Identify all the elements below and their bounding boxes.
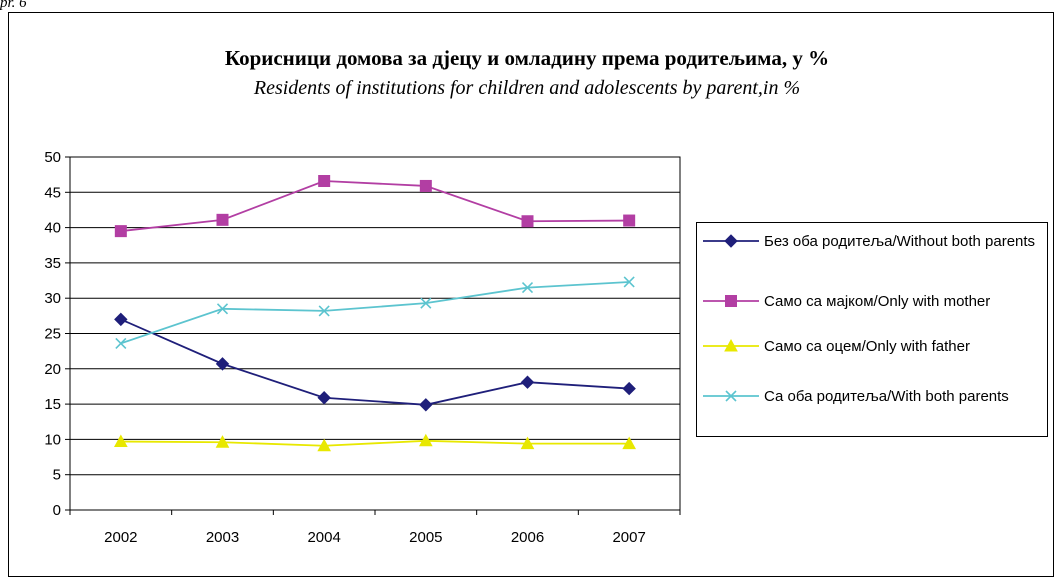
data-point [419, 179, 432, 192]
series-4 [115, 276, 635, 349]
legend-label: Само са мајком/Only with mother [764, 293, 991, 310]
legend-swatch [703, 338, 759, 352]
legend-marker [724, 338, 738, 352]
data-point [520, 436, 535, 450]
x-tick-label: 2007 [612, 529, 645, 546]
data-point [623, 276, 635, 288]
y-tick-label: 40 [44, 220, 61, 237]
y-tick-label: 5 [53, 467, 61, 484]
data-point [216, 213, 229, 226]
gridlines [70, 156, 680, 476]
series-line [120, 281, 630, 345]
legend-label: Са оба родитеља/With both parents [764, 388, 1009, 405]
marker-stroke [318, 305, 330, 317]
legend-marker [724, 234, 738, 248]
y-tick-label: 30 [44, 290, 61, 307]
marker-stroke [623, 276, 635, 288]
y-tick-label: 35 [44, 255, 61, 272]
x-tick-label: 2004 [307, 529, 340, 546]
series-line [120, 318, 630, 406]
x-tick-label: 2002 [104, 529, 137, 546]
legend-swatch [703, 390, 759, 402]
y-tick-label: 25 [44, 326, 61, 343]
y-tick-label: 10 [44, 431, 61, 448]
data-point [216, 303, 229, 315]
data-point [521, 282, 534, 294]
data-point [318, 305, 330, 317]
data-point [114, 225, 127, 238]
legend-label: Без оба родитеља/Without both parents [764, 233, 1036, 250]
legend-marker [725, 295, 737, 307]
data-point [317, 391, 331, 405]
legend-swatch [703, 234, 759, 248]
data-point [623, 214, 636, 227]
series-3 [113, 433, 637, 452]
data-point [115, 337, 127, 349]
data-point [215, 357, 230, 371]
series-2 [114, 175, 636, 238]
y-tick-label: 15 [44, 396, 61, 413]
chart-subtitle: Residents of institutions for children a… [253, 77, 801, 99]
series-line [120, 439, 630, 447]
data-point [114, 312, 128, 327]
data-point [622, 436, 637, 450]
x-tick-label: 2003 [206, 529, 239, 546]
series-1 [114, 312, 636, 412]
data-point [622, 381, 636, 396]
y-tick-label: 0 [53, 502, 61, 519]
y-tick-label: 45 [44, 184, 61, 201]
data-point [215, 435, 230, 448]
data-point [418, 433, 433, 447]
x-tick-label: 2006 [511, 529, 544, 546]
series [113, 175, 637, 452]
y-tick-label: 20 [44, 361, 61, 378]
marker-stroke [216, 303, 229, 315]
data-point [419, 398, 433, 412]
chart-title: Корисници домова за дјецу и омладину пре… [224, 46, 830, 70]
data-point [317, 438, 332, 452]
marker-stroke [420, 297, 432, 309]
legend-label: Само са оцем/Only with father [764, 338, 970, 355]
x-tick-label: 2005 [409, 529, 442, 546]
data-point [420, 297, 432, 309]
marker-stroke [521, 282, 534, 294]
series-line [120, 180, 630, 233]
data-point [113, 434, 128, 448]
data-point [318, 175, 331, 188]
figure-label: pr. 6 [0, 0, 27, 11]
marker-stroke [115, 337, 127, 349]
chart-legend: Без оба родитеља/Without both parents Сам… [696, 222, 1048, 437]
data-point [520, 375, 535, 389]
legend-swatch [703, 295, 759, 307]
legend-marker [725, 390, 737, 402]
data-point [521, 215, 534, 228]
axes: 0 5 10 15 20 25 30 35 40 45 50 2002 2003 2004 2005 2006… [44, 149, 681, 546]
y-tick-label: 50 [44, 149, 61, 166]
marker-stroke [725, 390, 737, 402]
